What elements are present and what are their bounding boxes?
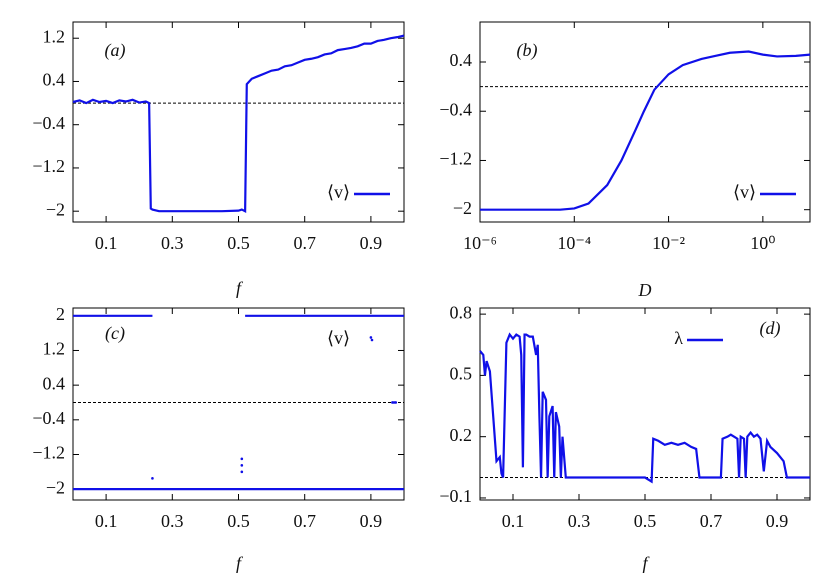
y-tick-label: 0.8 [450, 302, 473, 322]
plot-frame [479, 21, 811, 223]
y-tick-label: 0.5 [450, 364, 473, 384]
x-tick-label: 0.9 [360, 233, 383, 253]
x-tick-label: 0.5 [227, 233, 250, 253]
x-tick-label: 0.3 [568, 511, 591, 531]
data-point [394, 401, 398, 404]
x-tick-label: 10⁰ [750, 233, 775, 253]
panel-label: (b) [517, 40, 538, 61]
data-point [151, 477, 154, 480]
y-tick-label: 0.4 [43, 373, 66, 393]
x-tick-label: 0.9 [766, 511, 789, 531]
x-tick-label: 0.1 [95, 511, 118, 531]
y-tick-label: −2 [46, 199, 65, 219]
data-point [240, 470, 244, 474]
data-point [369, 336, 373, 339]
y-tick-label: −0.4 [32, 113, 65, 133]
x-tick-label: 10⁻⁴ [557, 233, 591, 253]
panel-label: (a) [105, 40, 126, 61]
legend-label: ⟨v⟩ [327, 182, 350, 202]
y-tick-label: 0.2 [450, 425, 473, 445]
x-tick-label: 0.7 [700, 511, 723, 531]
y-tick-label: −1.2 [32, 443, 65, 463]
x-tick-label: 0.5 [227, 511, 250, 531]
x-axis-label: f [236, 553, 244, 573]
y-tick-label: −0.4 [32, 408, 65, 428]
x-axis-label: f [236, 278, 244, 298]
y-tick-label: 1.2 [43, 339, 66, 359]
y-tick-label: −0.1 [439, 486, 472, 506]
x-tick-label: 10⁻² [652, 233, 685, 253]
legend-label: λ [674, 328, 683, 348]
panel-label: (c) [105, 323, 125, 344]
x-tick-label: 0.1 [95, 233, 118, 253]
y-tick-label: 1.2 [43, 26, 66, 46]
y-tick-label: 0.4 [450, 50, 473, 70]
x-axis-label: D [638, 280, 652, 300]
y-tick-label: −1.2 [439, 149, 472, 169]
data-line [480, 50, 811, 211]
legend-label: ⟨v⟩ [327, 328, 350, 348]
x-tick-label: 0.1 [502, 511, 525, 531]
x-tick-label: 0.7 [293, 511, 316, 531]
y-tick-label: −1.2 [32, 156, 65, 176]
x-tick-label: 0.3 [161, 233, 184, 253]
legend-swatch [370, 338, 374, 342]
x-axis-label: f [642, 553, 650, 573]
y-tick-label: −0.4 [439, 99, 472, 119]
data-point [240, 457, 244, 461]
x-tick-label: 0.9 [360, 511, 383, 531]
y-tick-label: 2 [56, 304, 65, 324]
data-line [72, 34, 405, 213]
y-tick-label: 0.4 [43, 70, 66, 90]
data-point [240, 464, 244, 467]
y-tick-label: −2 [46, 477, 65, 497]
panel-label: (d) [760, 318, 781, 339]
x-tick-label: 0.5 [634, 511, 657, 531]
y-tick-label: −2 [453, 198, 472, 218]
x-tick-label: 0.7 [293, 233, 316, 253]
x-tick-label: 10⁻⁶ [463, 233, 497, 253]
x-tick-label: 0.3 [161, 511, 184, 531]
data-line [479, 332, 810, 484]
legend-label: ⟨v⟩ [733, 182, 756, 202]
